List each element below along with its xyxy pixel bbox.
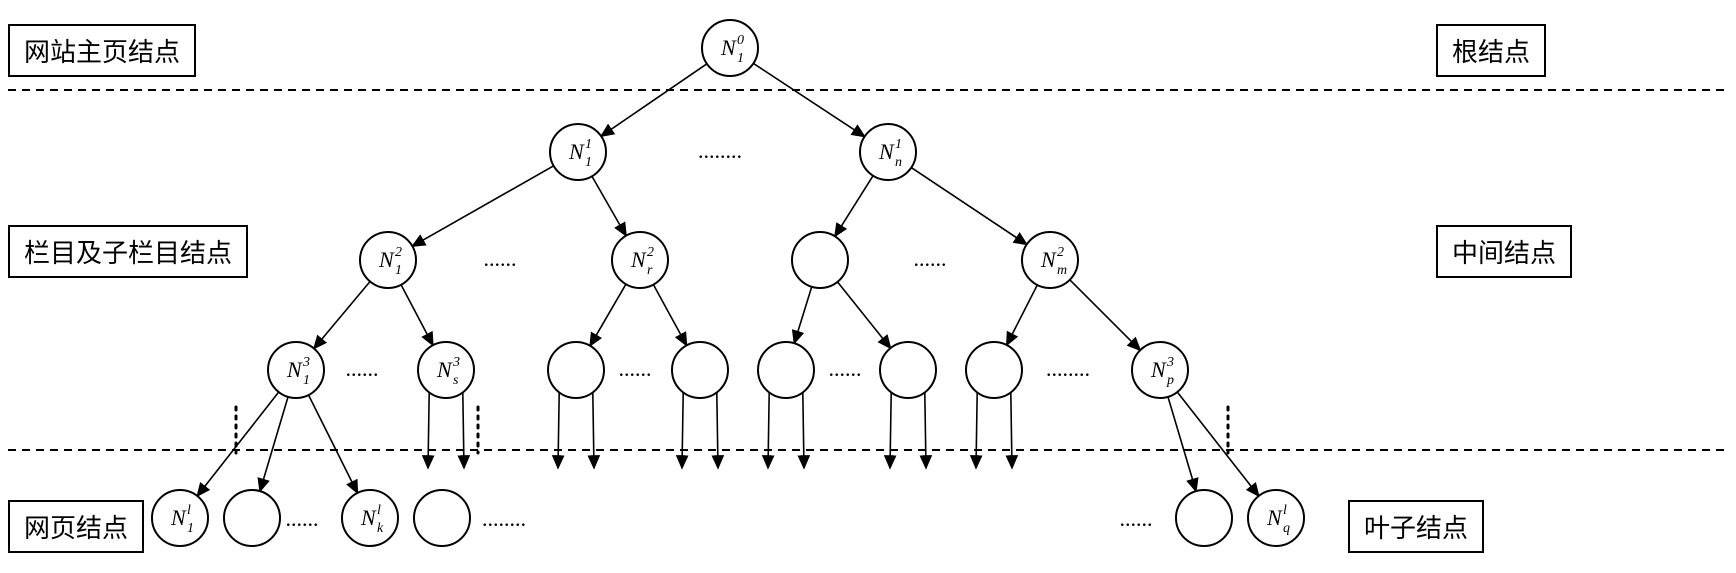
hdots-1: ...... [484,246,517,271]
node-label-nlk: N [360,505,377,530]
stub-n3c2-1 [717,392,718,468]
stub-n3s-0 [428,392,429,468]
edge-n0-n1n [753,63,864,136]
edge-n1n-n2m [911,168,1026,245]
edge-n2r-n3c2 [653,285,686,346]
node-n3c4 [880,342,936,398]
node-sub-n1n: n [895,155,902,170]
node-label-n21: N [378,247,395,272]
node-sub-nlk: k [377,521,384,536]
stub-n3c1-1 [593,392,594,468]
node-nl5 [1176,490,1232,546]
hdots-4: ...... [619,356,652,381]
node-n3c3 [758,342,814,398]
node-sub-n11: 1 [585,155,592,170]
node-sub-n0: 1 [737,51,744,66]
lbl-tr: 根结点 [1452,38,1530,67]
node-label-n31: N [286,357,303,382]
label-leaf-node: 叶子结点 [1348,500,1484,553]
stub-n3c4-1 [925,392,926,468]
node-label-n3p: N [1150,357,1167,382]
hdots-2: ...... [914,246,947,271]
edge-n11-n2r [592,176,626,235]
node-label-n3s: N [436,357,453,382]
node-sub-n21: 1 [395,263,402,278]
lbl-ml: 栏目及子栏目结点 [24,239,232,268]
stub-n3c3-1 [803,392,804,468]
node-label-n11: N [568,139,585,164]
tree-svg: N01N11N1nN21N2rN2mN31N3sN3pNl1NlkNlq ...… [0,0,1736,573]
stub-n3c5-0 [976,392,977,468]
node-sup-n11: 1 [585,137,592,152]
node-sub-nlq: q [1283,521,1290,536]
edge-n0-n11 [601,64,707,136]
edge-n1n-n2b1 [835,176,873,237]
label-middle-node: 中间结点 [1436,225,1572,278]
node-sup-n21: 2 [395,245,402,260]
lbl-br: 叶子结点 [1364,514,1468,543]
stub-n3c5-1 [1011,392,1012,468]
node-n2b1 [792,232,848,288]
node-sup-n1n: 1 [895,137,902,152]
node-sup-n2m: 2 [1057,245,1064,260]
node-sup-nl1: l [187,503,191,518]
hdots-6: ........ [1046,356,1090,381]
node-n3c5 [966,342,1022,398]
edge-n21-n31 [314,281,370,348]
lbl-tl: 网站主页结点 [24,38,180,67]
node-sub-n3p: p [1166,373,1174,388]
node-sup-nlq: l [1283,503,1287,518]
hdots-0: ........ [698,138,742,163]
node-sub-n2r: r [647,263,653,278]
node-sup-n3s: 3 [452,355,460,370]
lbl-bl: 网页结点 [24,514,128,543]
node-sup-n31: 3 [302,355,310,370]
edge-n3p-nlq [1177,392,1258,496]
stub-n3c4-0 [890,392,891,468]
label-page-node: 网页结点 [8,500,144,553]
hdots-8: ........ [482,506,526,531]
node-label-n1n: N [878,139,895,164]
node-n3c1 [548,342,604,398]
stub-n3c1-0 [558,392,559,468]
lbl-mr: 中间结点 [1452,239,1556,268]
node-label-nlq: N [1266,505,1283,530]
hdots-7: ...... [286,506,319,531]
node-sub-nl1: 1 [187,521,194,536]
node-label-n2m: N [1040,247,1057,272]
hdots-3: ...... [346,356,379,381]
label-root-node: 根结点 [1436,24,1546,77]
edge-n2m-n3c5 [1007,285,1038,345]
stub-n3c3-0 [768,392,769,468]
node-label-n2r: N [630,247,647,272]
node-label-nl1: N [170,505,187,530]
stub-n3c2-0 [682,392,683,468]
edge-n31-nlk [309,395,358,493]
edge-n21-n3s [401,285,433,345]
edge-n11-n21 [412,166,553,246]
node-sub-n3s: s [453,373,459,388]
node-nl4 [414,490,470,546]
node-label-n0: N [720,35,737,60]
edge-n2r-n3c1 [590,284,626,346]
node-sup-nlk: l [377,503,381,518]
label-section-node: 栏目及子栏目结点 [8,225,248,278]
label-site-home-node: 网站主页结点 [8,24,196,77]
node-sup-n2r: 2 [647,245,654,260]
node-n3c2 [672,342,728,398]
node-sub-n2m: m [1057,263,1067,278]
hdots-9: ...... [1120,506,1153,531]
stub-n3s-1 [463,392,464,468]
node-sub-n31: 1 [303,373,310,388]
hdots-5: ...... [829,356,862,381]
diagram-canvas: N01N11N1nN21N2rN2mN31N3sN3pNl1NlkNlq ...… [0,0,1736,573]
edge-n2m-n3p [1070,280,1140,350]
edge-n31-nl1 [197,392,278,496]
edge-n2b1-n3c3 [794,287,811,343]
edge-n2b1-n3c4 [837,282,890,348]
node-sup-n0: 0 [737,33,744,48]
node-sup-n3p: 3 [1166,355,1174,370]
node-nl2 [224,490,280,546]
